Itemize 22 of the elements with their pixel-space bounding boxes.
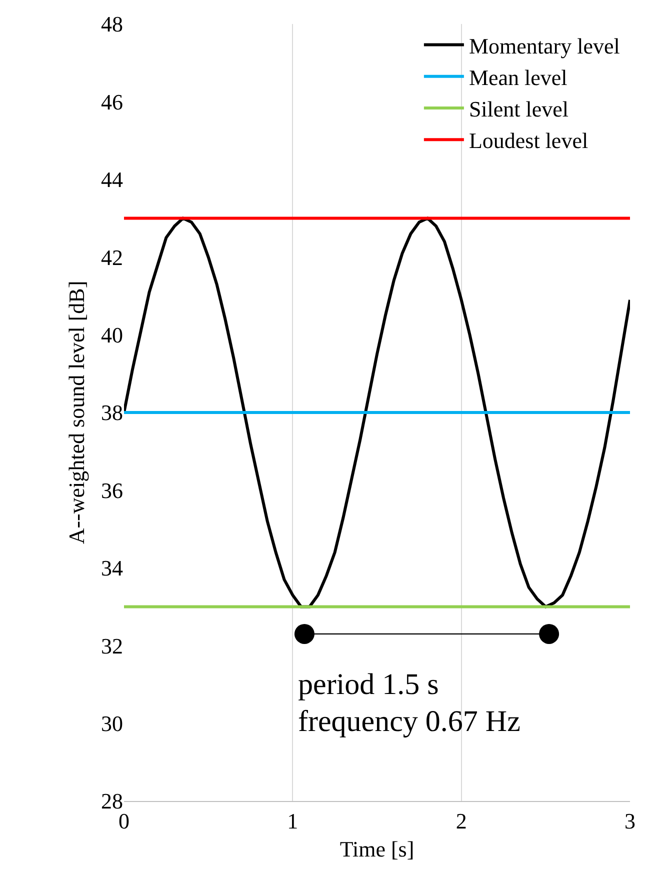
line-series [124, 216, 630, 608]
legend-label: Loudest level [468, 128, 588, 154]
y-tick-label: 36 [101, 478, 123, 503]
y-axis-title: A--weighted sound level [dB] [64, 280, 89, 544]
y-tick-label: 30 [101, 711, 123, 736]
x-tick-label: 3 [624, 808, 636, 834]
y-tick-label: 38 [101, 400, 123, 426]
legend-label: Silent level [468, 96, 569, 122]
y-tick-label: 48 [101, 12, 123, 37]
y-tick-label: 46 [101, 89, 123, 114]
x-tick-label: 1 [287, 808, 298, 834]
y-tick-label: 32 [101, 633, 123, 658]
y-tick-label: 42 [101, 244, 123, 270]
y-tick-label: 44 [101, 167, 123, 192]
x-axis-title: Time [s] [340, 836, 414, 862]
legend-label: Momentary level [468, 33, 620, 58]
x-tick-label: 2 [456, 808, 467, 834]
annotation: frequency 0.67 Hz [298, 705, 520, 738]
annotation: period 1.5 s [298, 668, 439, 701]
legend-label: Mean level [468, 64, 568, 90]
y-tick-label: 34 [101, 556, 123, 581]
y-tick-label: 40 [101, 322, 123, 348]
